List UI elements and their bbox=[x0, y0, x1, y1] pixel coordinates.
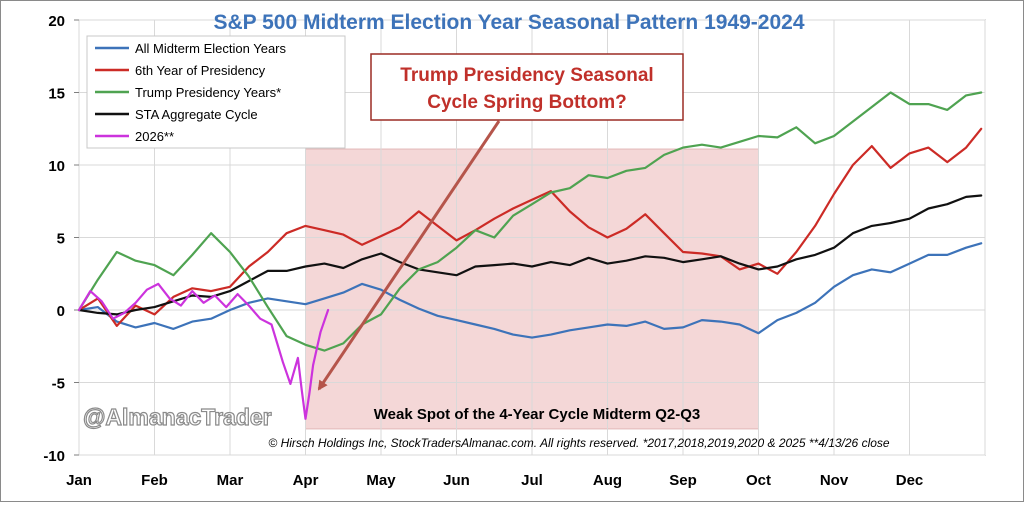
legend-box bbox=[86, 35, 346, 149]
series-layer bbox=[77, 91, 983, 420]
y-tick-label: 10 bbox=[48, 158, 65, 175]
x-tick-label: Jan bbox=[66, 472, 92, 489]
y-tick-label: 20 bbox=[48, 13, 65, 30]
legend-label-trump: Trump Presidency Years* bbox=[135, 85, 281, 100]
x-tick-label: Nov bbox=[820, 472, 849, 489]
y-tick-label: -10 bbox=[43, 448, 65, 465]
x-tick-label: Jun bbox=[443, 472, 470, 489]
x-tick-label: Mar bbox=[217, 472, 244, 489]
annotation-line-2: Cycle Spring Bottom? bbox=[427, 92, 627, 113]
x-tick-label: Aug bbox=[593, 472, 622, 489]
series-line-2 bbox=[77, 91, 983, 352]
legend-label-all-midterm: All Midterm Election Years bbox=[135, 41, 287, 56]
legend-label-6th-year: 6th Year of Presidency bbox=[135, 63, 266, 78]
x-tick-label: Sep bbox=[669, 472, 697, 489]
x-tick-label: Jul bbox=[521, 472, 543, 489]
annotation-box-border bbox=[370, 53, 684, 121]
series-line-0 bbox=[77, 242, 983, 339]
x-axis: Jan Feb Mar Apr May Jun Jul Aug Sep Oct Nov Dec bbox=[66, 472, 923, 489]
x-tick-label: Dec bbox=[896, 472, 924, 489]
copyright-note: © Hirsch Holdings Inc, StockTradersAlman… bbox=[268, 436, 890, 450]
x-tick-label: Apr bbox=[293, 472, 319, 489]
watermark-handle: @AlmanacTrader bbox=[83, 404, 272, 430]
x-tick-label: Feb bbox=[141, 472, 168, 489]
series-line-1 bbox=[77, 127, 983, 327]
y-tick-label: 5 bbox=[57, 231, 65, 248]
legend-label-2026: 2026** bbox=[135, 129, 174, 144]
chart-title: S&P 500 Midterm Election Year Seasonal P… bbox=[213, 11, 804, 34]
annotation-arrow bbox=[317, 120, 501, 391]
legend-label-sta-aggregate: STA Aggregate Cycle bbox=[135, 107, 258, 122]
y-tick-label: 15 bbox=[48, 86, 65, 103]
y-tick-label: 0 bbox=[57, 303, 65, 320]
y-axis: 20 15 10 5 0 -5 -10 bbox=[43, 13, 79, 465]
weak-spot-label: Weak Spot of the 4-Year Cycle Midterm Q2… bbox=[374, 406, 700, 423]
x-tick-label: May bbox=[366, 472, 396, 489]
series-line-3 bbox=[77, 194, 983, 316]
legend: All Midterm Election Years 6th Year of P… bbox=[86, 35, 346, 149]
annotation-box: Trump Presidency Seasonal Cycle Spring B… bbox=[370, 53, 684, 121]
series-line-4 bbox=[77, 282, 330, 420]
x-tick-label: Oct bbox=[746, 472, 771, 489]
y-tick-label: -5 bbox=[52, 376, 65, 393]
annotation-line-1: Trump Presidency Seasonal bbox=[400, 65, 653, 86]
